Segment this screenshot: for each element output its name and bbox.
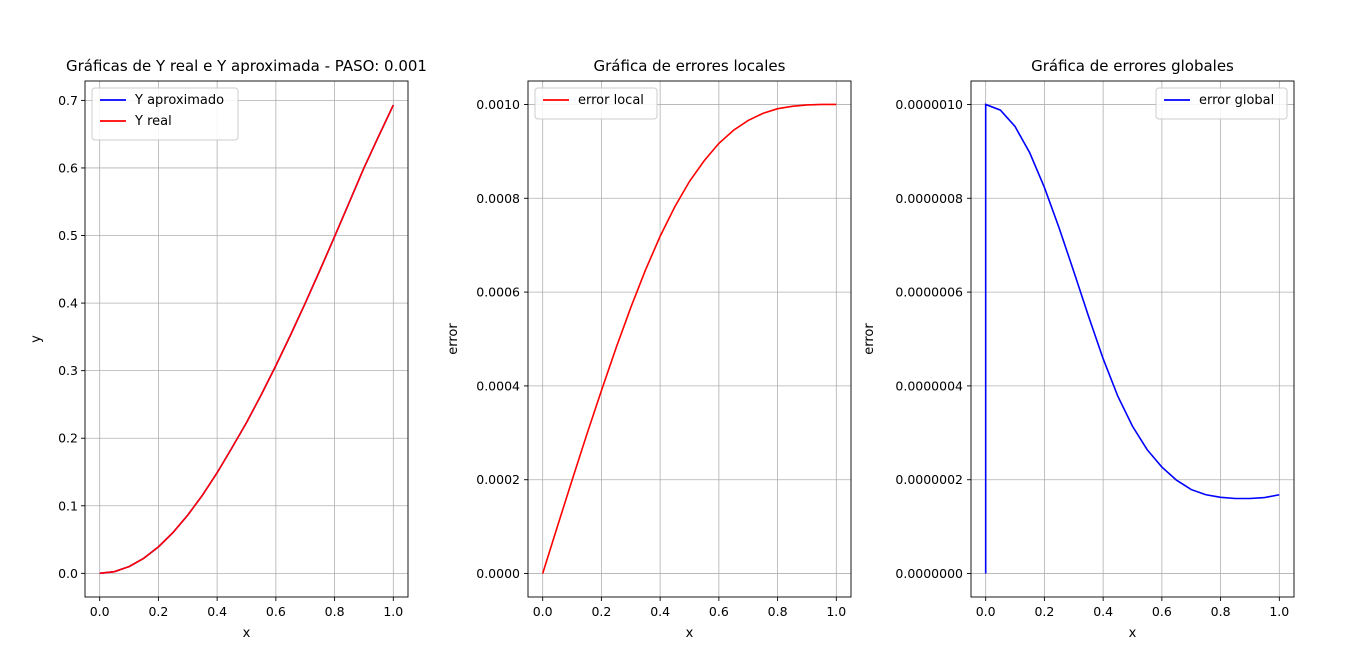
axes-frame <box>970 80 1295 598</box>
axes-frame <box>84 80 409 598</box>
x-tick-label: 0.4 <box>650 604 670 619</box>
x-tick-label: 0.8 <box>768 604 788 619</box>
y-tick-label: 0.0000010 <box>895 97 963 112</box>
chart-panel-3: 0.0 0.2 0.4 0.6 0.8 1.0 0.0000000 0.0000002 0.00… <box>862 57 1295 641</box>
y-tick-label: 0.2 <box>58 431 78 446</box>
series-line-2 <box>99 104 395 575</box>
y-tick-label: 0.1 <box>58 498 78 513</box>
series-line-1 <box>541 103 837 574</box>
y-tick-label: 0.0 <box>58 566 78 581</box>
x-tick-label: 0.2 <box>148 604 168 619</box>
x-axis-label: x <box>686 626 694 641</box>
y-tick-label: 0.0000000 <box>895 566 963 581</box>
x-tick-label: 0.2 <box>1034 604 1054 619</box>
chart-panel-1: 0.0 0.2 0.4 0.6 0.8 1.0 0.0 0.1 0.2 0.3 0.4 0.5 0.6 0… <box>29 57 427 641</box>
y-tick-label: 0.0000002 <box>895 472 963 487</box>
y-tick-label: 0.0000008 <box>895 191 963 206</box>
x-tick-label: 0.0 <box>533 604 553 619</box>
series-line-1 <box>99 104 395 575</box>
y-tick-label: 0.0002 <box>476 472 520 487</box>
x-tick-label: 1.0 <box>1269 604 1289 619</box>
x-tick-label: 0.8 <box>325 604 345 619</box>
x-tick-label: 0.6 <box>266 604 286 619</box>
chart-title: Gráficas de Y real e Y aproximada - PASO… <box>66 57 427 75</box>
y-axis-label: error <box>446 323 461 355</box>
x-tick-label: 0.0 <box>976 604 996 619</box>
legend: Y aproximado Y real <box>91 87 239 141</box>
y-tick-label: 0.3 <box>58 363 78 378</box>
legend: error global <box>1155 87 1288 120</box>
legend-entry: Y real <box>134 114 172 129</box>
x-tick-label: 0.0 <box>90 604 110 619</box>
x-axis-label: x <box>1129 626 1137 641</box>
y-tick-label: 0.5 <box>58 228 78 243</box>
y-tick-label: 0.0010 <box>476 97 520 112</box>
x-tick-label: 0.4 <box>1093 604 1113 619</box>
series-line-1 <box>984 103 1280 574</box>
y-tick-label: 0.0000004 <box>895 378 963 393</box>
x-tick-label: 1.0 <box>826 604 846 619</box>
y-tick-label: 0.0006 <box>476 285 520 300</box>
x-axis-label: x <box>243 626 251 641</box>
x-tick-label: 0.8 <box>1211 604 1231 619</box>
legend-box <box>534 87 658 120</box>
x-tick-label: 0.2 <box>591 604 611 619</box>
x-tick-label: 0.6 <box>1152 604 1172 619</box>
y-tick-label: 0.0004 <box>476 378 520 393</box>
y-tick-label: 0.0000006 <box>895 285 963 300</box>
legend: error local <box>534 87 658 120</box>
chart-panel-2: 0.0 0.2 0.4 0.6 0.8 1.0 0.0000 0.0002 0.0004 0.00… <box>446 57 852 641</box>
x-tick-label: 1.0 <box>383 604 403 619</box>
legend-box <box>1155 87 1288 120</box>
legend-entry: error local <box>578 93 644 108</box>
legend-entry: error global <box>1199 93 1274 108</box>
axes-frame <box>527 80 852 598</box>
y-axis-label: error <box>862 323 877 355</box>
y-tick-label: 0.0000 <box>476 566 520 581</box>
y-tick-label: 0.4 <box>58 296 78 311</box>
y-axis-label: y <box>29 335 44 343</box>
chart-title: Gráfica de errores locales <box>594 57 786 75</box>
x-tick-label: 0.6 <box>709 604 729 619</box>
legend-entry: Y aproximado <box>134 93 224 108</box>
x-tick-label: 0.4 <box>207 604 227 619</box>
legend-box <box>91 87 239 141</box>
y-tick-label: 0.6 <box>58 160 78 175</box>
y-tick-label: 0.0008 <box>476 191 520 206</box>
chart-title: Gráfica de errores globales <box>1031 57 1234 75</box>
y-tick-label: 0.7 <box>58 93 78 108</box>
